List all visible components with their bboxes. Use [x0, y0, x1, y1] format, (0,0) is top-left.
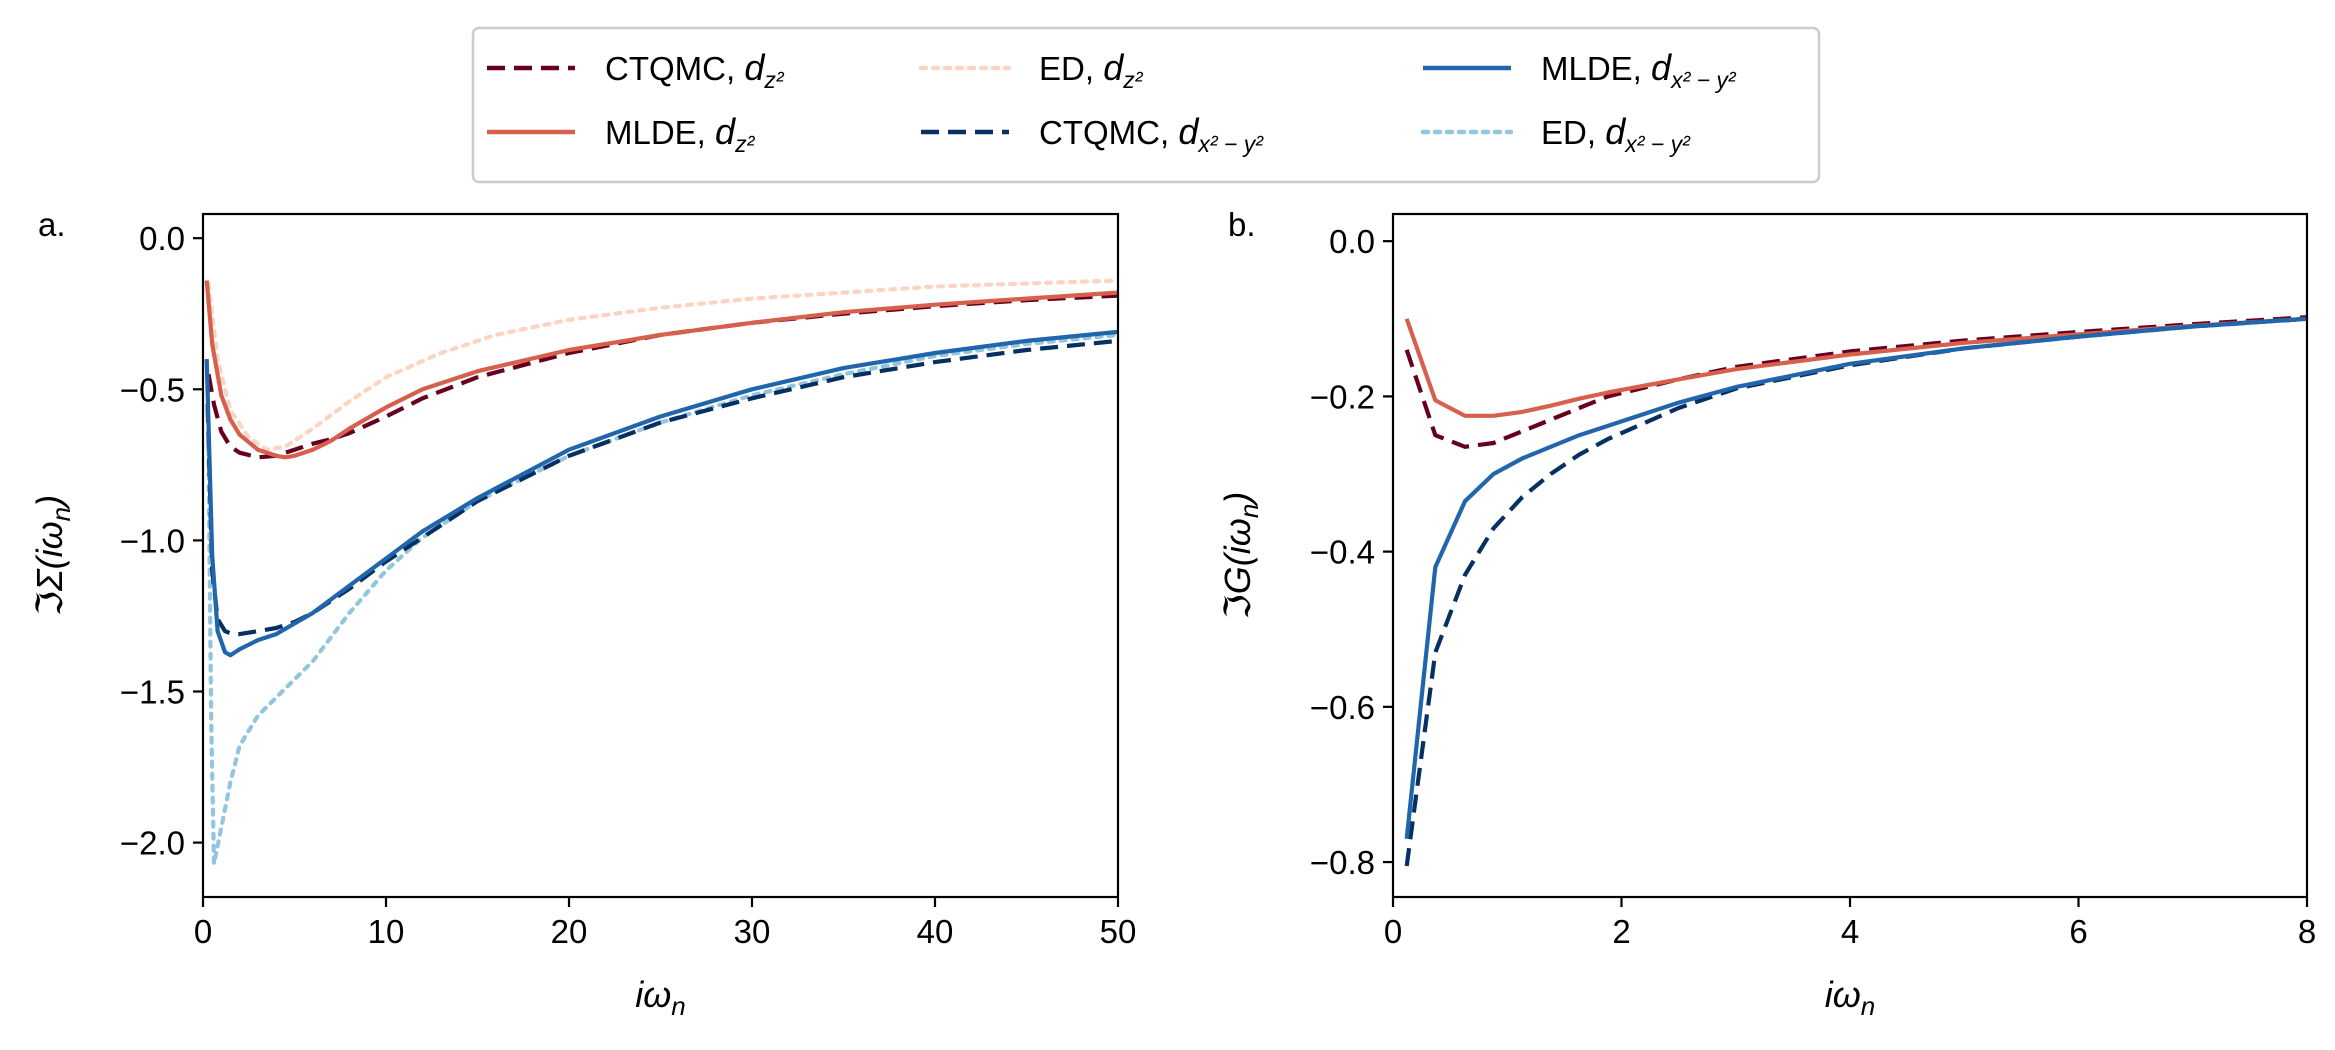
panel-label: a. [38, 206, 66, 243]
legend-label: MLDE, dx² − y² [1541, 47, 1737, 93]
panel-label: b. [1228, 206, 1256, 243]
plot-frame [201, 212, 1120, 899]
x-axis-label: iωn [635, 974, 686, 1021]
y-tick-label: 0.0 [139, 220, 185, 257]
series-line-ctqmc-dx2-y2 [205, 338, 1118, 637]
x-tick-label: 40 [917, 913, 954, 950]
series-line-mlde-dx2-y2 [204, 329, 1118, 658]
panel-a-self-energy: 0 10 20 30 40 50 0.0 −0.5 −1.0 −1.5 −2.0 iωn ℑΣ(iωn)… [29, 206, 1136, 1021]
y-tick-label: 0.0 [1329, 223, 1375, 260]
x-tick-label: 30 [734, 913, 771, 950]
plot-frame [1391, 212, 2309, 899]
y-axis-label: ℑΣ(iωn) [29, 495, 76, 616]
y-tick-label: −0.2 [1310, 378, 1375, 415]
x-tick-label: 50 [1100, 913, 1137, 950]
y-tick-label: −0.8 [1310, 844, 1375, 881]
y-tick-label: −0.4 [1310, 534, 1375, 571]
legend-label: CTQMC, dx² − y² [1039, 111, 1264, 157]
panel-b-greens-function: 0 2 4 6 8 0.0 −0.2 −0.4 −0.6 −0.8 iωn ℑG(iωn) b. [1217, 206, 2316, 1021]
x-tick-label: 4 [1841, 913, 1859, 950]
series-group [204, 278, 1118, 866]
x-tick-label: 6 [2069, 913, 2087, 950]
series-line-mlde-dz2 [1404, 316, 2307, 418]
series-line-ctqmc-dx2-y2 [1404, 316, 2307, 867]
legend-label: CTQMC, dz² [605, 47, 785, 93]
legend-label: ED, dz² [1039, 47, 1144, 93]
legend: CTQMC, dz² ED, dz² MLDE, dx² − y² MLDE, dz²… [471, 26, 1821, 184]
series-line-ctqmc-dz2 [1404, 315, 2307, 449]
x-tick-label: 20 [551, 913, 588, 950]
x-axis-label: iωn [1825, 974, 1876, 1021]
x-tick-label: 2 [1612, 913, 1630, 950]
x-tick-label: 8 [2298, 913, 2316, 950]
series-line-mlde-dz2 [204, 280, 1118, 460]
series-line-ed-dx2-y2 [206, 332, 1118, 866]
y-tick-label: −1.5 [120, 673, 185, 710]
x-tick-label: 0 [1384, 913, 1402, 950]
y-axis-label: ℑG(iωn) [1217, 492, 1264, 620]
y-tick-label: −2.0 [120, 825, 185, 862]
y-tick-label: −0.5 [120, 371, 185, 408]
x-tick-label: 10 [368, 913, 405, 950]
x-tick-label: 0 [194, 913, 212, 950]
legend-label: MLDE, dz² [605, 111, 756, 157]
series-line-mlde-dx2-y2 [1404, 316, 2307, 840]
legend-label: ED, dx² − y² [1541, 111, 1691, 157]
y-tick-label: −1.0 [120, 522, 185, 559]
y-tick-label: −0.6 [1310, 689, 1375, 726]
series-group [1404, 315, 2307, 867]
series-line-ed-dz2 [206, 278, 1118, 452]
